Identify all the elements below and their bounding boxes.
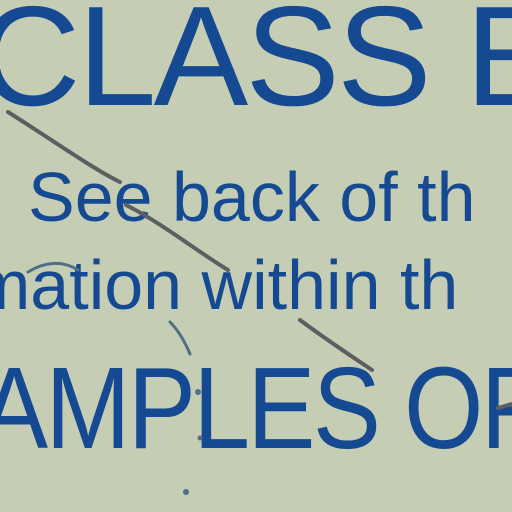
text-information-within: mation within th [0,246,459,324]
pen-dot-3 [183,489,189,495]
heading-class: CLASS E [0,0,512,136]
text-see-back: See back of th [28,158,476,236]
heading-examples-of: AMPLES OF [0,343,512,473]
pen-stroke-diagonal [6,110,374,372]
